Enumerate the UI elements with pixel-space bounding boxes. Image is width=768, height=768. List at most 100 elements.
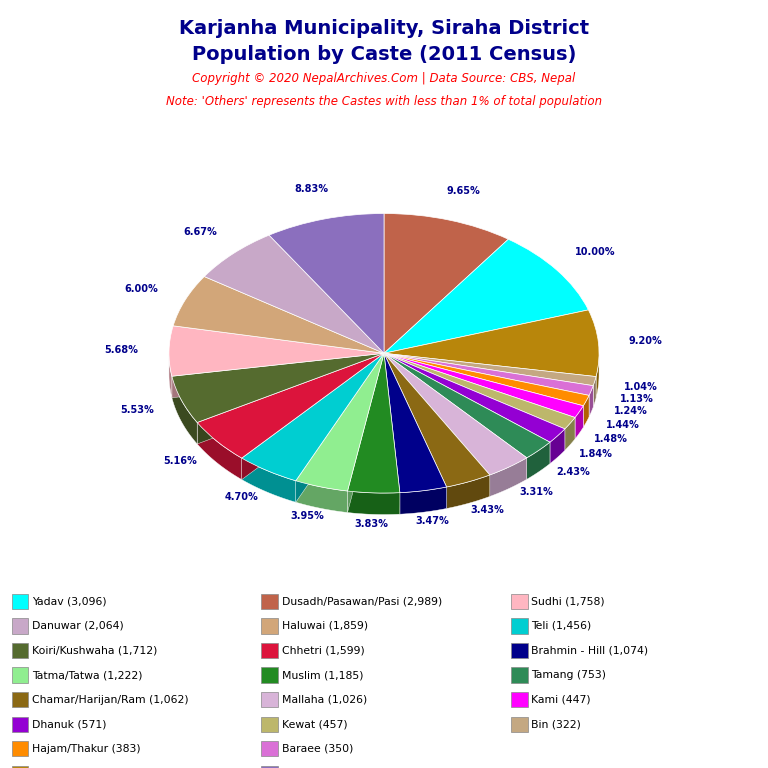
Text: 3.43%: 3.43% xyxy=(471,505,505,515)
Polygon shape xyxy=(384,353,527,479)
Text: Teli (1,456): Teli (1,456) xyxy=(531,621,591,631)
Wedge shape xyxy=(384,353,593,396)
Polygon shape xyxy=(384,353,583,427)
Text: Chamar/Harijan/Ram (1,062): Chamar/Harijan/Ram (1,062) xyxy=(32,694,189,705)
Polygon shape xyxy=(527,442,550,479)
Text: Dhanuk (571): Dhanuk (571) xyxy=(32,719,107,730)
Text: 3.31%: 3.31% xyxy=(520,487,554,497)
Text: 1.13%: 1.13% xyxy=(620,394,654,404)
Wedge shape xyxy=(169,326,384,376)
Polygon shape xyxy=(400,487,447,515)
Polygon shape xyxy=(347,353,384,512)
Text: 5.16%: 5.16% xyxy=(164,456,197,466)
Text: 6.67%: 6.67% xyxy=(184,227,217,237)
Polygon shape xyxy=(384,353,596,398)
Polygon shape xyxy=(384,353,589,417)
Wedge shape xyxy=(296,353,384,491)
Polygon shape xyxy=(384,353,490,496)
Text: Karjanha Municipality, Siraha District: Karjanha Municipality, Siraha District xyxy=(179,19,589,38)
Polygon shape xyxy=(172,353,384,398)
Wedge shape xyxy=(384,240,588,353)
Text: 9.65%: 9.65% xyxy=(447,186,481,196)
Text: Yadav (3,096): Yadav (3,096) xyxy=(32,596,107,607)
Text: Tamang (753): Tamang (753) xyxy=(531,670,607,680)
Polygon shape xyxy=(384,353,589,417)
Wedge shape xyxy=(384,353,596,386)
Polygon shape xyxy=(384,353,583,427)
Text: Chhetri (1,599): Chhetri (1,599) xyxy=(282,645,365,656)
Text: 9.20%: 9.20% xyxy=(629,336,663,346)
Wedge shape xyxy=(384,353,575,429)
Text: 8.83%: 8.83% xyxy=(294,184,328,194)
Polygon shape xyxy=(242,458,296,502)
Polygon shape xyxy=(296,353,384,502)
Wedge shape xyxy=(384,353,550,458)
Text: Dusadh/Pasawan/Pasi (2,989): Dusadh/Pasawan/Pasi (2,989) xyxy=(282,596,442,607)
Polygon shape xyxy=(384,353,447,508)
Wedge shape xyxy=(384,353,527,475)
Polygon shape xyxy=(172,353,384,398)
Text: 1.48%: 1.48% xyxy=(594,434,628,444)
Text: Mallaha (1,026): Mallaha (1,026) xyxy=(282,694,367,705)
Wedge shape xyxy=(242,353,384,481)
Text: Sudhi (1,758): Sudhi (1,758) xyxy=(531,596,605,607)
Text: Haluwai (1,859): Haluwai (1,859) xyxy=(282,621,368,631)
Wedge shape xyxy=(347,353,400,493)
Polygon shape xyxy=(575,406,583,439)
Text: 2.43%: 2.43% xyxy=(556,467,590,477)
Polygon shape xyxy=(583,396,589,427)
Polygon shape xyxy=(384,353,550,464)
Polygon shape xyxy=(490,458,527,496)
Polygon shape xyxy=(564,418,575,450)
Polygon shape xyxy=(197,353,384,444)
Polygon shape xyxy=(596,353,599,398)
Polygon shape xyxy=(550,429,564,464)
Wedge shape xyxy=(384,353,564,442)
Polygon shape xyxy=(242,353,384,479)
Polygon shape xyxy=(447,475,490,508)
Polygon shape xyxy=(384,353,596,398)
Polygon shape xyxy=(593,376,596,407)
Text: 10.00%: 10.00% xyxy=(575,247,615,257)
Text: Kami (447): Kami (447) xyxy=(531,694,591,705)
Polygon shape xyxy=(384,353,575,439)
Wedge shape xyxy=(197,353,384,458)
Wedge shape xyxy=(384,353,490,487)
Text: 5.53%: 5.53% xyxy=(120,406,154,415)
Text: Brahmin - Hill (1,074): Brahmin - Hill (1,074) xyxy=(531,645,649,656)
Text: 4.70%: 4.70% xyxy=(225,492,259,502)
Text: 5.68%: 5.68% xyxy=(104,346,139,356)
Wedge shape xyxy=(384,353,447,493)
Wedge shape xyxy=(384,353,583,418)
Polygon shape xyxy=(347,353,384,512)
Wedge shape xyxy=(269,214,384,353)
Text: Tatma/Tatwa (1,222): Tatma/Tatwa (1,222) xyxy=(32,670,143,680)
Wedge shape xyxy=(384,353,589,406)
Text: 3.47%: 3.47% xyxy=(415,516,449,526)
Text: Muslim (1,185): Muslim (1,185) xyxy=(282,670,363,680)
Text: Population by Caste (2011 Census): Population by Caste (2011 Census) xyxy=(192,45,576,64)
Polygon shape xyxy=(384,353,593,407)
Wedge shape xyxy=(204,235,384,353)
Text: 3.95%: 3.95% xyxy=(290,511,324,521)
Wedge shape xyxy=(384,214,508,353)
Polygon shape xyxy=(589,386,593,417)
Polygon shape xyxy=(347,491,400,515)
Polygon shape xyxy=(384,353,550,464)
Text: Note: 'Others' represents the Castes with less than 1% of total population: Note: 'Others' represents the Castes wit… xyxy=(166,95,602,108)
Wedge shape xyxy=(384,310,599,376)
Text: 1.04%: 1.04% xyxy=(624,382,658,392)
Text: Copyright © 2020 NepalArchives.Com | Data Source: CBS, Nepal: Copyright © 2020 NepalArchives.Com | Dat… xyxy=(192,72,576,85)
Polygon shape xyxy=(384,353,447,508)
Polygon shape xyxy=(197,422,242,479)
Text: 6.00%: 6.00% xyxy=(124,283,158,293)
Polygon shape xyxy=(296,481,347,512)
Polygon shape xyxy=(197,353,384,444)
Polygon shape xyxy=(384,353,593,407)
Polygon shape xyxy=(384,353,400,515)
Polygon shape xyxy=(172,376,197,444)
Text: Bin (322): Bin (322) xyxy=(531,719,581,730)
Polygon shape xyxy=(384,353,564,450)
Text: 1.84%: 1.84% xyxy=(579,449,613,458)
Text: 1.24%: 1.24% xyxy=(614,406,647,416)
